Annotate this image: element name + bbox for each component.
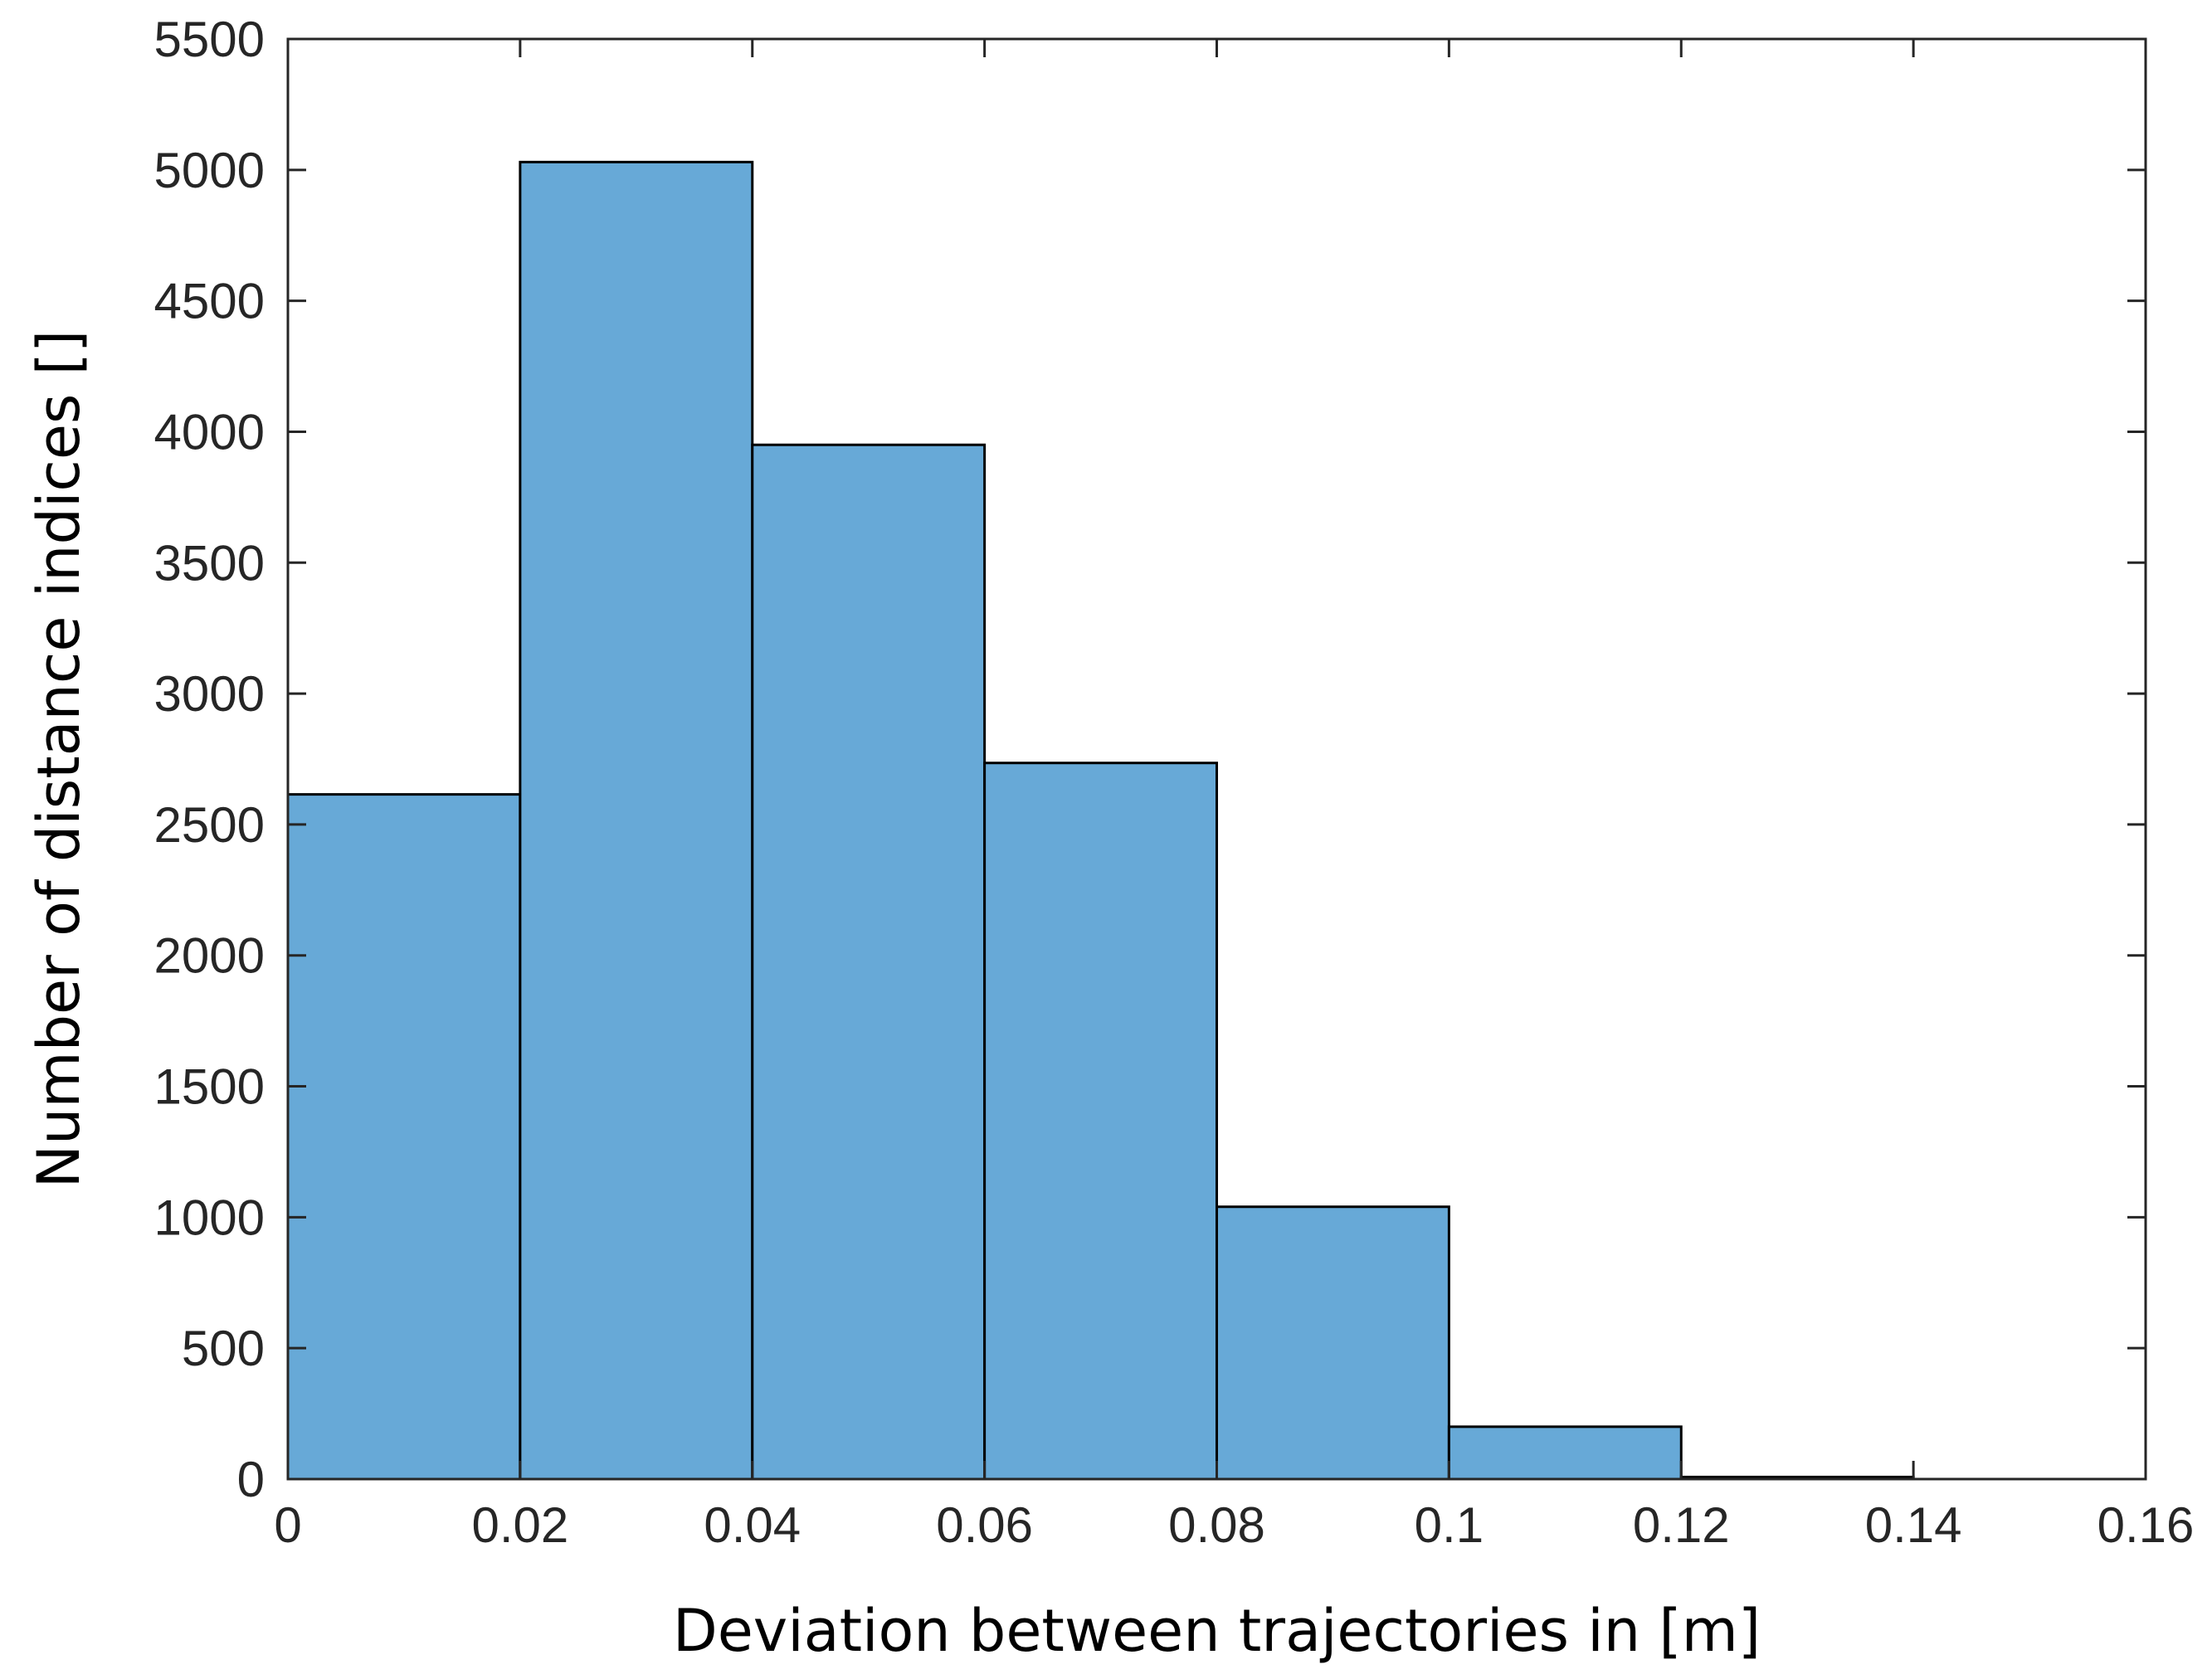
y-tick-label-2: 1000 xyxy=(154,1190,265,1245)
y-tick-label-6: 3000 xyxy=(154,666,265,722)
y-tick-label-10: 5000 xyxy=(154,143,265,198)
histogram-bar-2 xyxy=(519,160,754,1481)
y-tick-label-3: 1500 xyxy=(154,1059,265,1115)
x-tick-label-7: 0.14 xyxy=(1865,1497,1962,1553)
histogram-bar-3 xyxy=(751,443,987,1481)
y-tick-label-8: 4000 xyxy=(154,404,265,460)
y-tick-label-0: 0 xyxy=(237,1452,265,1507)
y-tick-labels: 0 500 1000 1500 2000 2500 3000 3500 4000 4500 5000… xyxy=(154,12,265,1507)
x-tick-label-5: 0.1 xyxy=(1415,1497,1484,1553)
y-tick-label-1: 500 xyxy=(182,1321,265,1376)
y-tick-label-7: 3500 xyxy=(154,535,265,591)
bars-layer xyxy=(286,160,1915,1481)
y-axis-label: Number of distance indices [] xyxy=(25,330,93,1189)
histogram-bar-4 xyxy=(983,762,1218,1481)
x-tick-label-3: 0.06 xyxy=(936,1497,1033,1553)
y-tick-label-9: 4500 xyxy=(154,274,265,329)
x-tick-label-0: 0 xyxy=(274,1497,301,1553)
x-tick-label-4: 0.08 xyxy=(1168,1497,1265,1553)
x-tick-labels: 0 0.02 0.04 0.06 0.08 0.1 0.12 0.14 0.16 xyxy=(274,1497,2194,1553)
x-tick-label-2: 0.04 xyxy=(704,1497,801,1553)
y-tick-label-4: 2000 xyxy=(154,928,265,984)
x-tick-label-6: 0.12 xyxy=(1633,1497,1730,1553)
x-axis-label: Deviation between trajectories in [m] xyxy=(673,1597,1761,1665)
y-tick-label-5: 2500 xyxy=(154,797,265,853)
histogram-bar-5 xyxy=(1216,1205,1450,1481)
x-tick-label-1: 0.02 xyxy=(471,1497,568,1553)
y-tick-label-11: 5500 xyxy=(154,12,265,67)
ticks-layer xyxy=(286,37,2147,1481)
plot-frame xyxy=(286,37,2147,1481)
x-tick-label-8: 0.16 xyxy=(2098,1497,2195,1553)
histogram-bar-6 xyxy=(1447,1425,1683,1481)
histogram-bar-1 xyxy=(286,793,522,1481)
